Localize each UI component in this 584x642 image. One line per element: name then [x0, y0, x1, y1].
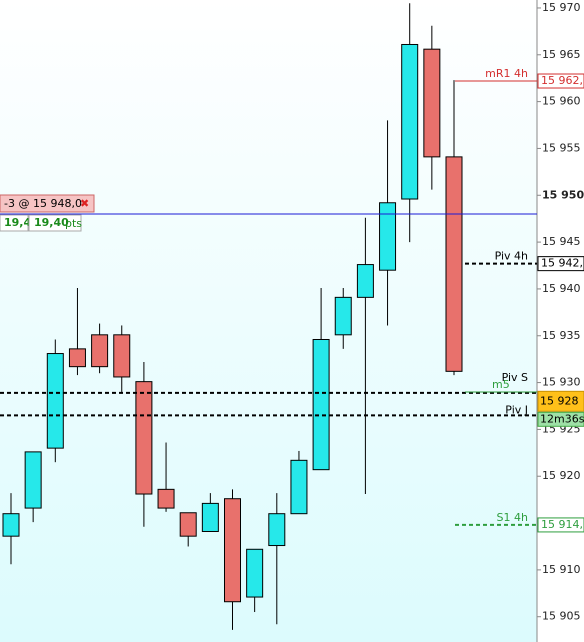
level-name: Piv S — [502, 371, 528, 384]
candle — [201, 493, 219, 532]
candle — [290, 450, 308, 515]
candle-body — [268, 513, 286, 547]
pnl-points-box — [28, 214, 82, 232]
level-value-label: 15 914,8 — [541, 518, 584, 531]
candle — [113, 325, 131, 392]
candle-body — [356, 264, 374, 298]
level-value-label: 15 942,7 — [541, 257, 584, 270]
candle — [312, 287, 330, 471]
level-value-label: 15 962,2 — [541, 74, 584, 87]
last-price-label: 15 928 — [540, 394, 579, 407]
level-name: S1 4h — [497, 511, 528, 524]
pnl-box — [0, 214, 29, 232]
candle-body — [246, 548, 264, 598]
candle — [246, 548, 264, 613]
candle-body — [445, 156, 463, 372]
y-tick-label: 15 950 — [542, 188, 584, 201]
level-name: m5 — [492, 378, 510, 391]
candle — [401, 3, 419, 243]
position-box — [0, 194, 95, 213]
position-label: -3 @ 15 948,0 — [4, 197, 82, 210]
last-price-box — [537, 390, 584, 412]
candle-body — [334, 296, 352, 336]
y-tick-label: 15 945 — [542, 235, 581, 248]
candle — [91, 323, 109, 374]
pnl: 19,4 — [4, 216, 31, 229]
candle-body — [135, 381, 153, 495]
timer-box — [537, 411, 584, 427]
candle — [379, 120, 397, 326]
candle-body — [24, 451, 42, 509]
candle — [423, 25, 441, 190]
y-tick-label: 15 965 — [542, 48, 581, 61]
level-value-box — [537, 73, 584, 89]
candle-body — [224, 498, 241, 603]
y-tick-label: 15 935 — [542, 329, 581, 342]
candle — [46, 339, 64, 463]
pnl-unit: pts — [65, 217, 82, 230]
candle-body — [68, 348, 86, 368]
candle — [157, 442, 175, 512]
candle — [68, 287, 86, 376]
candle-body — [113, 334, 131, 378]
candle-body — [290, 459, 308, 515]
candle-body — [379, 202, 397, 271]
y-tick-label: 15 910 — [542, 563, 581, 576]
candle — [356, 217, 374, 495]
y-tick-label: 15 960 — [542, 95, 581, 108]
candle-body — [423, 48, 441, 158]
candle — [24, 451, 42, 523]
candle — [2, 493, 20, 565]
candle-body — [157, 488, 175, 509]
y-tick-label: 15 930 — [542, 376, 581, 389]
candle-body — [201, 502, 219, 532]
level-value-box — [537, 517, 584, 533]
candle-body — [401, 43, 419, 200]
candle-body — [2, 513, 20, 537]
candle — [224, 489, 241, 630]
candle — [135, 361, 153, 527]
y-tick-label: 15 955 — [542, 141, 581, 154]
candle — [179, 512, 197, 547]
level-value-box — [537, 256, 584, 272]
level-name: Piv J — [505, 403, 528, 416]
y-tick-label: 15 940 — [542, 282, 581, 295]
level-name: mR1 4h — [485, 67, 528, 80]
timer: 12m36s — [540, 412, 584, 425]
candle-body — [312, 338, 330, 471]
candle — [334, 287, 352, 349]
y-tick-label: 15 970 — [542, 1, 581, 14]
pnl-points: 19,40 — [34, 216, 69, 229]
candle — [445, 80, 463, 376]
axis-area — [537, 0, 584, 642]
candle-body — [46, 353, 64, 449]
y-tick-label: 15 920 — [542, 469, 581, 482]
candle-body — [91, 334, 109, 368]
candle — [268, 493, 286, 625]
candle-body — [179, 512, 197, 537]
y-tick-label: 15 905 — [542, 610, 581, 623]
close-button[interactable]: ✖ — [80, 197, 89, 210]
level-name: Piv 4h — [495, 250, 528, 263]
